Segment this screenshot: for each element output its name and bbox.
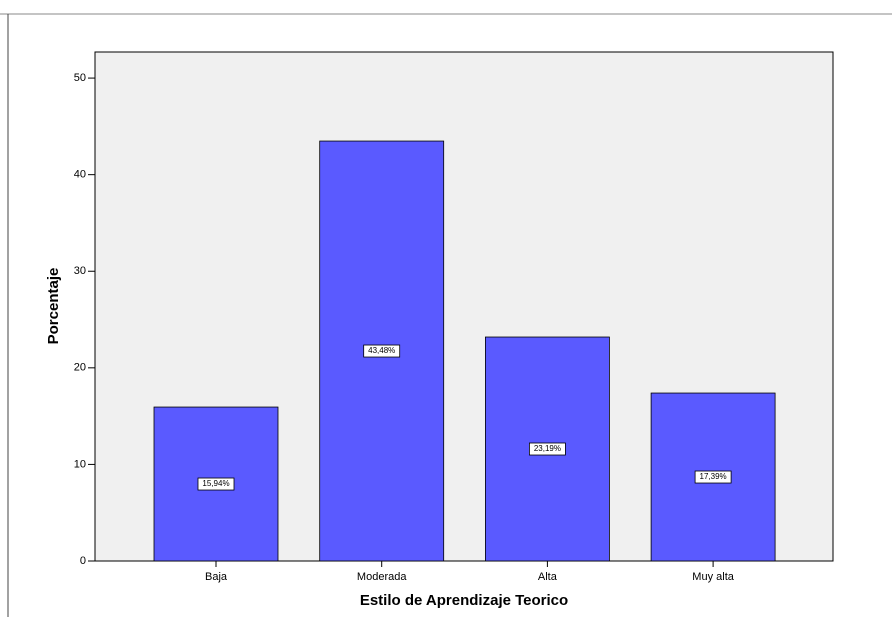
x-axis-title: Estilo de Aprendizaje Teorico	[360, 592, 568, 609]
y-tick-label: 50	[74, 72, 86, 84]
x-tick-label: Moderada	[357, 571, 407, 583]
y-tick-label: 30	[74, 265, 86, 277]
y-axis-title: Porcentaje	[45, 268, 62, 345]
x-tick-label: Baja	[205, 571, 228, 583]
value-label-box	[694, 470, 732, 484]
value-label-box	[529, 442, 566, 456]
y-tick-label: 10	[74, 458, 86, 470]
y-tick-label: 20	[74, 362, 86, 374]
value-label: 23,19%	[534, 444, 561, 453]
value-label: 15,94%	[202, 479, 229, 488]
value-label: 43,48%	[368, 346, 395, 355]
y-tick-label: 0	[80, 555, 86, 567]
x-tick-label: Alta	[538, 571, 558, 583]
value-label-box	[363, 344, 401, 358]
value-label-box	[197, 477, 235, 491]
value-label: 17,39%	[700, 472, 727, 481]
y-tick-label: 40	[74, 169, 86, 181]
x-tick-label: Muy alta	[692, 571, 734, 583]
